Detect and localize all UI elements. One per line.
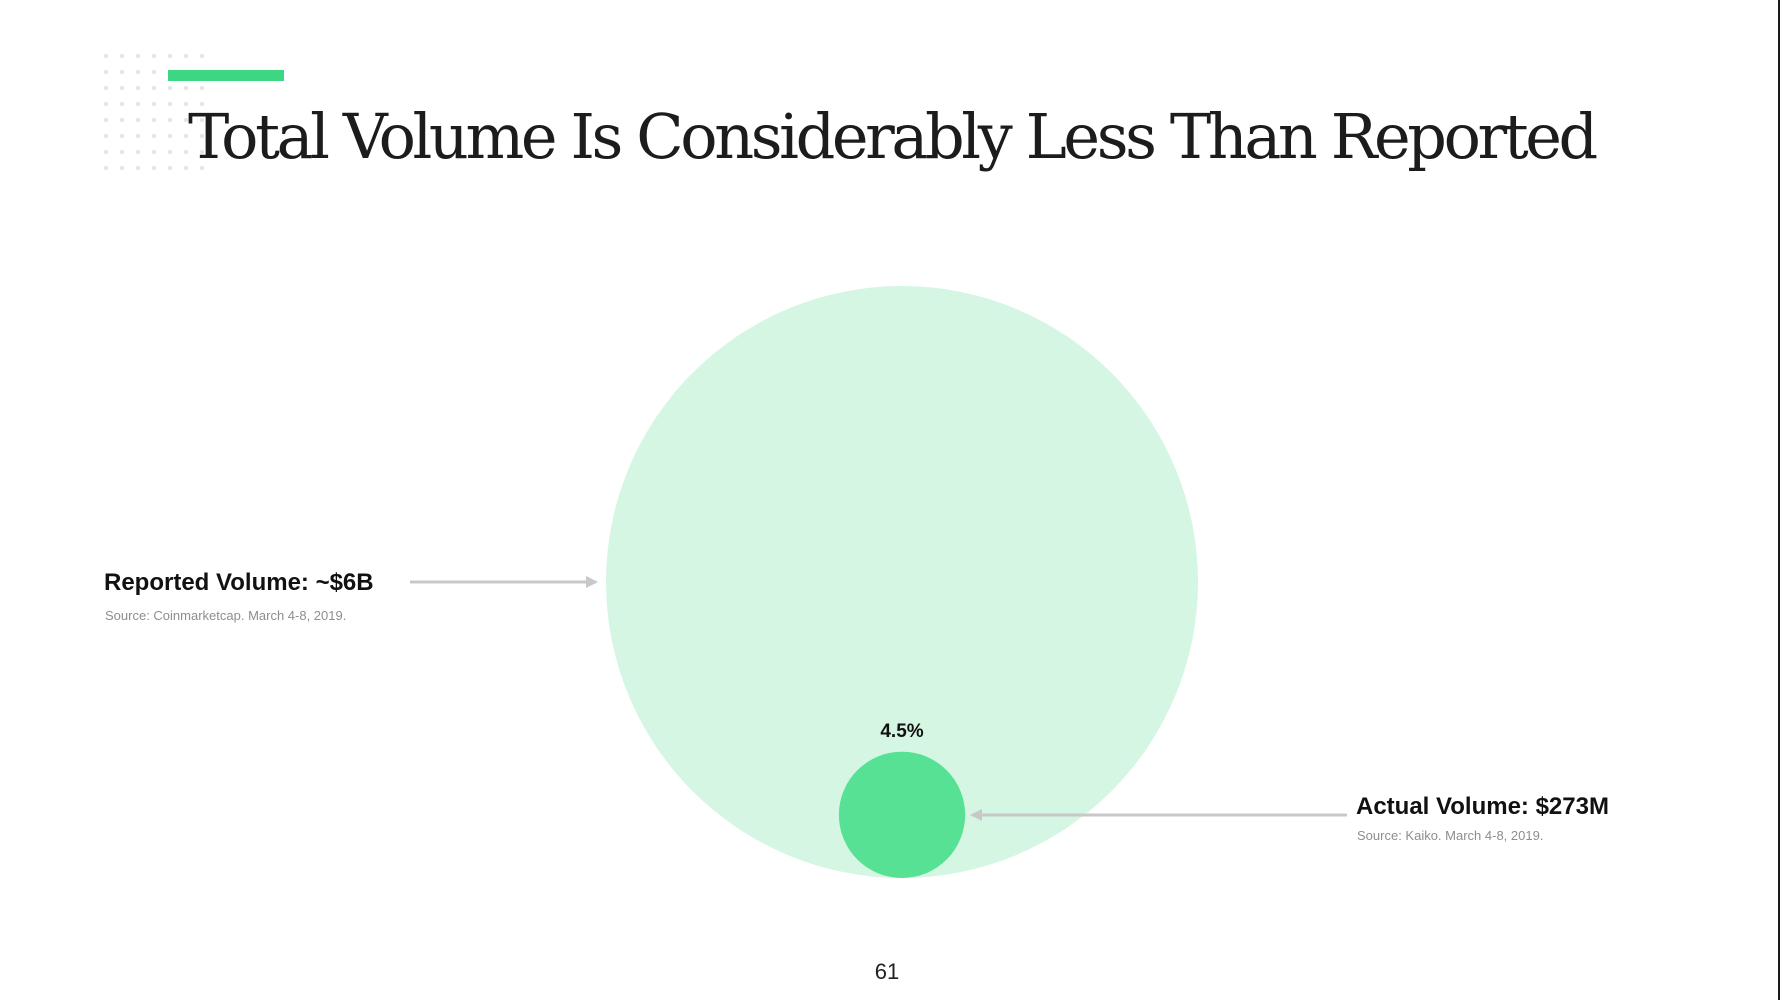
grid-dot <box>120 166 124 170</box>
grid-dot <box>120 70 124 74</box>
grid-dot <box>152 118 156 122</box>
reported-volume-source: Source: Coinmarketcap. March 4-8, 2019. <box>105 608 347 623</box>
grid-dot <box>136 86 140 90</box>
grid-dot <box>136 70 140 74</box>
slide-title: Total Volume Is Considerably Less Than R… <box>188 100 1598 173</box>
grid-dot <box>136 102 140 106</box>
actual-share-annotation: 4.5% <box>880 721 924 742</box>
grid-dot <box>184 150 188 154</box>
grid-dot <box>120 118 124 122</box>
grid-dot <box>168 102 172 106</box>
grid-dot <box>136 118 140 122</box>
grid-dot <box>168 86 172 90</box>
grid-dot <box>184 118 188 122</box>
grid-dot <box>184 134 188 138</box>
grid-dot <box>200 86 204 90</box>
actual-volume-bubble <box>838 751 966 878</box>
grid-dot <box>104 86 108 90</box>
grid-dot <box>184 102 188 106</box>
grid-dot <box>104 150 108 154</box>
grid-dot <box>136 54 140 58</box>
grid-dot <box>200 134 204 138</box>
grid-dot <box>152 150 156 154</box>
grid-dot <box>168 134 172 138</box>
grid-dot <box>120 150 124 154</box>
grid-dot <box>200 150 204 154</box>
grid-dot <box>152 102 156 106</box>
grid-dot <box>200 102 204 106</box>
grid-dot <box>104 166 108 170</box>
grid-dot <box>104 54 108 58</box>
grid-dot <box>104 70 108 74</box>
grid-dot <box>200 166 204 170</box>
page-edge-line <box>1778 0 1780 1000</box>
actual-volume-label: Actual Volume: $273M <box>1356 793 1609 820</box>
grid-dot <box>168 150 172 154</box>
grid-dot <box>152 70 156 74</box>
grid-dot <box>200 54 204 58</box>
grid-dot <box>120 86 124 90</box>
reported-volume-label: Reported Volume: ~$6B <box>104 569 374 596</box>
grid-dot <box>168 54 172 58</box>
grid-dot <box>200 118 204 122</box>
grid-dot <box>136 166 140 170</box>
grid-dot <box>184 166 188 170</box>
page-number: 61 <box>874 959 900 984</box>
grid-dot <box>120 54 124 58</box>
grid-dot <box>152 54 156 58</box>
actual-volume-source: Source: Kaiko. March 4-8, 2019. <box>1357 828 1544 843</box>
grid-dot <box>136 134 140 138</box>
grid-dot <box>168 166 172 170</box>
grid-dot <box>152 166 156 170</box>
grid-dot <box>136 150 140 154</box>
grid-dot <box>104 102 108 106</box>
grid-dot <box>184 86 188 90</box>
grid-dot <box>152 86 156 90</box>
grid-dot <box>120 102 124 106</box>
grid-dot <box>104 134 108 138</box>
grid-dot <box>168 118 172 122</box>
grid-dot <box>104 118 108 122</box>
grid-dot <box>152 134 156 138</box>
reported-volume-bubble <box>606 286 1198 878</box>
grid-dot <box>120 134 124 138</box>
grid-dot <box>184 54 188 58</box>
title-accent-bar <box>168 70 284 81</box>
